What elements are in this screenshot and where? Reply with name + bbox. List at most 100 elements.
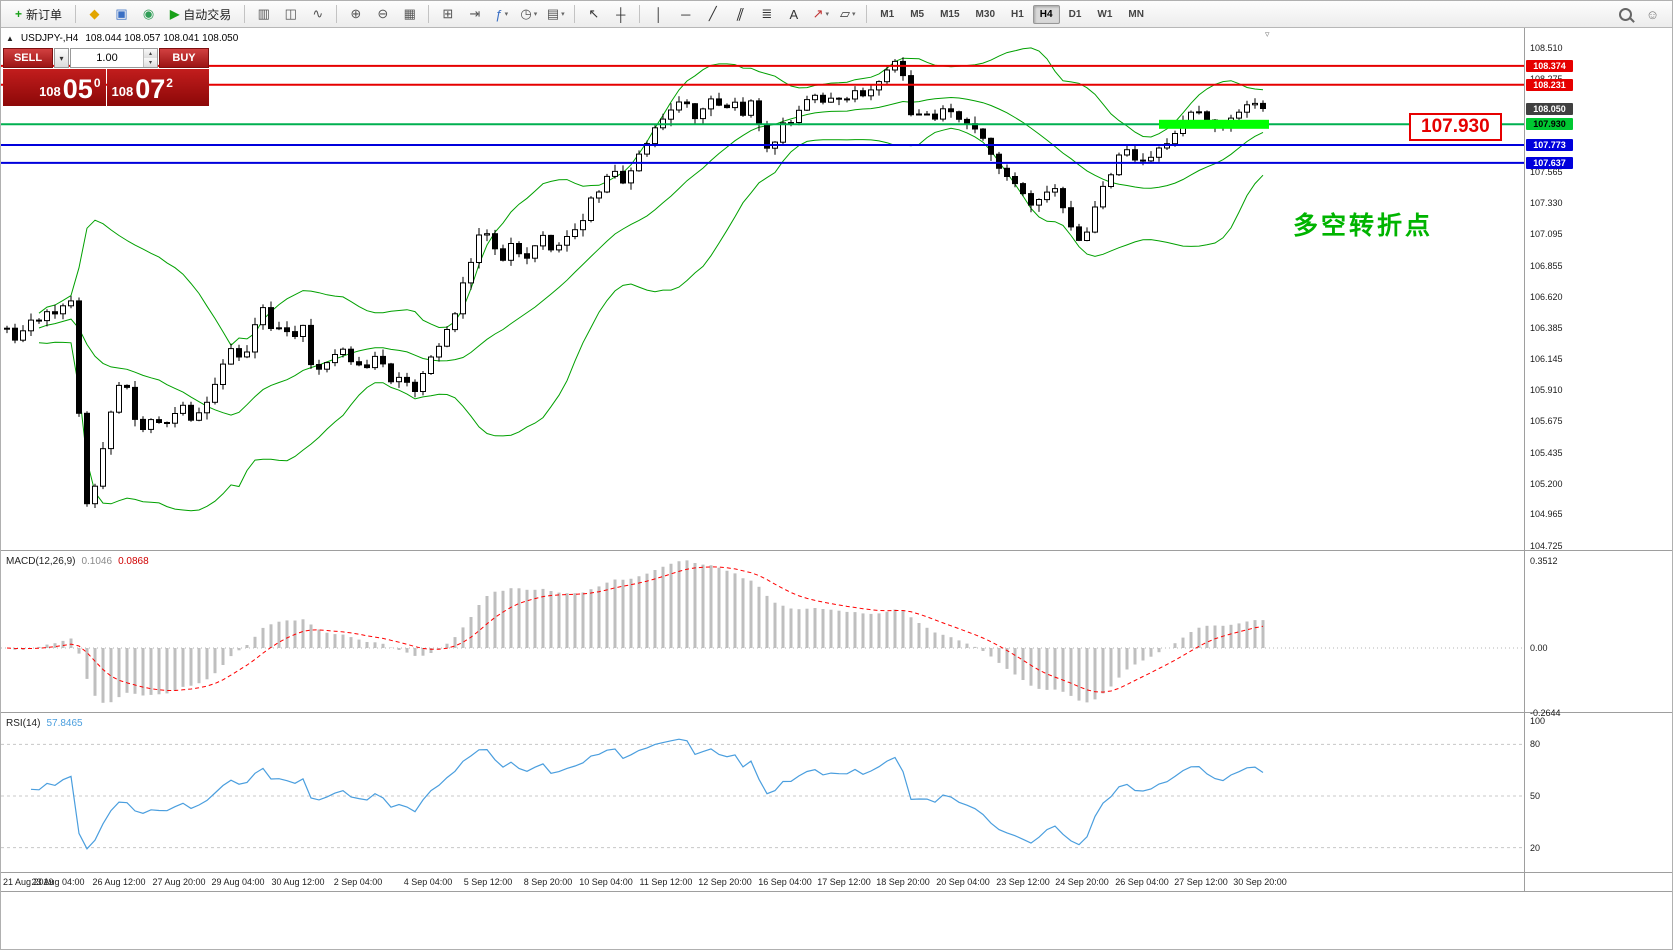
volume-up-button[interactable]: ▴: [144, 49, 157, 58]
rsi-value: 57.8465: [46, 718, 83, 729]
chevron-down-icon: ▾: [504, 11, 509, 18]
time-axis-label: 5 Sep 12:00: [463, 877, 513, 887]
time-axis-label: 30 Aug 12:00: [271, 877, 325, 887]
time-axis-label: 26 Sep 04:00: [1115, 877, 1169, 887]
arrows-button[interactable]: ↗ ▾: [808, 3, 833, 26]
zoom-out-icon: ⊖: [377, 6, 389, 21]
zoom-in-button[interactable]: ⊕: [343, 3, 368, 26]
panel-separator[interactable]: [1, 550, 1672, 551]
cursor-button[interactable]: ↖: [581, 3, 606, 26]
collapse-panel-icon[interactable]: ▲: [6, 34, 14, 43]
zoom-out-button[interactable]: ⊖: [370, 3, 395, 26]
search-button[interactable]: [1613, 3, 1638, 26]
text-button[interactable]: A: [781, 3, 806, 26]
time-axis-label: 30 Sep 20:00: [1233, 877, 1287, 887]
chevron-down-icon: ▾: [148, 59, 152, 66]
chevron-up-icon: ▴: [148, 50, 152, 57]
rsi-axis-label: 100: [1530, 716, 1546, 726]
time-axis-label: 23 Aug 04:00: [31, 877, 85, 887]
time-axis-label: 24 Sep 20:00: [1055, 877, 1109, 887]
time-axis-label: 8 Sep 20:00: [523, 877, 573, 887]
macd-main-value: 0.1046: [81, 556, 113, 567]
timeframe-toolbar: M1 M5 M15 M30 H1 H4 D1 W1 MN: [872, 4, 1152, 24]
panel-separator[interactable]: [1, 872, 1672, 873]
bar-chart-icon: ▥: [257, 6, 270, 21]
channel-button[interactable]: ∥: [727, 3, 752, 26]
chart-bottom-edge: [1, 891, 1672, 892]
rsi-panel[interactable]: [1, 714, 1524, 872]
vertical-line-button[interactable]: │: [646, 3, 671, 26]
price-axis-label: 104.965: [1530, 509, 1563, 519]
time-axis-label: 16 Sep 04:00: [758, 877, 812, 887]
timeframe-m1[interactable]: M1: [880, 8, 895, 20]
time-axis-label: 27 Sep 12:00: [1174, 877, 1228, 887]
templates-button[interactable]: ▤ ▾: [543, 3, 568, 26]
symbol-info-bar: ▲ USDJPY-,H4 108.044 108.057 108.041 108…: [6, 33, 238, 44]
timeframe-mn[interactable]: MN: [1128, 8, 1144, 20]
autotrading-button[interactable]: ▶ 自动交易: [163, 3, 238, 26]
terminal-icon: ◉: [142, 6, 155, 21]
timeframe-w1[interactable]: W1: [1097, 8, 1113, 20]
time-axis[interactable]: 21 Aug 2019 23 Aug 04:00 26 Aug 12:00 27 Au…: [1, 873, 1524, 891]
price-axis-label: 106.620: [1530, 292, 1563, 302]
shapes-button[interactable]: ▱ ▾: [835, 3, 860, 26]
zoom-in-icon: ⊕: [350, 6, 362, 21]
timeframe-m30[interactable]: M30: [975, 8, 995, 20]
crosshair-button[interactable]: ┼: [608, 3, 633, 26]
trendline-button[interactable]: ╱: [700, 3, 725, 26]
buy-price-display[interactable]: 108 07 2: [106, 69, 209, 106]
bar-chart-button[interactable]: ▥: [251, 3, 276, 26]
price-axis-label: 107.095: [1530, 229, 1563, 239]
volume-input[interactable]: [71, 49, 143, 67]
channel-icon: ∥: [734, 6, 746, 21]
fibonacci-button[interactable]: ≣: [754, 3, 779, 26]
indicators-button[interactable]: ƒ ▾: [489, 3, 514, 26]
line-chart-icon: ∿: [312, 6, 324, 21]
navigator-button[interactable]: ▣: [109, 3, 134, 26]
feedback-button[interactable]: ☺: [1640, 3, 1665, 26]
sell-button[interactable]: SELL: [3, 48, 53, 68]
toolbar-separator: [866, 5, 868, 23]
timeframe-m15[interactable]: M15: [940, 8, 960, 20]
price-tag-107637: 107.637: [1526, 157, 1573, 169]
main-chart-canvas[interactable]: [1, 28, 1524, 550]
crosshair-icon: ┼: [616, 6, 626, 22]
order-type-dropdown[interactable]: ▾: [54, 48, 69, 68]
price-axis[interactable]: 108.510108.275107.565107.330107.095106.8…: [1524, 28, 1672, 891]
price-label-box[interactable]: 107.930: [1409, 113, 1502, 141]
timeframe-h1[interactable]: H1: [1011, 8, 1024, 20]
time-axis-label: 20 Sep 04:00: [936, 877, 990, 887]
sell-price-display[interactable]: 108 05 0: [3, 69, 106, 106]
chart-shift-marker[interactable]: ▿: [1265, 29, 1270, 39]
panel-separator[interactable]: [1, 712, 1672, 713]
chart-shift-button[interactable]: ⇥: [462, 3, 487, 26]
price-axis-label: 106.385: [1530, 323, 1563, 333]
tile-windows-button[interactable]: ▦: [397, 3, 422, 26]
time-axis-label: 11 Sep 12:00: [639, 877, 693, 887]
line-chart-button[interactable]: ∿: [305, 3, 330, 26]
candlestick-chart-button[interactable]: ◫: [278, 3, 303, 26]
price-axis-label: 105.675: [1530, 416, 1563, 426]
macd-panel[interactable]: [1, 552, 1524, 712]
new-order-button[interactable]: + 新订单: [8, 3, 69, 26]
timeframe-d1[interactable]: D1: [1068, 8, 1082, 20]
sell-price-prefix: 108: [39, 84, 61, 99]
timeframe-m5[interactable]: M5: [910, 8, 925, 20]
buy-button[interactable]: BUY: [159, 48, 209, 68]
market-watch-button[interactable]: ◆: [82, 3, 107, 26]
main-toolbar: + 新订单 ◆ ▣ ◉ ▶ 自动交易 ▥ ◫ ∿ ⊕ ⊖ ▦ ⊞ ⇥ ƒ ▾ ◷ ▾ ▤ ▾ ↖ ┼ │ ─ ╱ ∥ ≣ A ↗ ▾ ▱ ▾ M…: [1, 1, 1672, 28]
horizontal-line-button[interactable]: ─: [673, 3, 698, 26]
rsi-name: RSI(14): [6, 718, 41, 729]
auto-arrange-button[interactable]: ⊞: [435, 3, 460, 26]
timeframe-h4[interactable]: H4: [1032, 4, 1060, 24]
shapes-icon: ▱: [840, 6, 851, 21]
time-axis-label: 10 Sep 04:00: [579, 877, 633, 887]
volume-down-button[interactable]: ▾: [144, 58, 157, 67]
horizontal-line-icon: ─: [681, 6, 691, 22]
terminal-button[interactable]: ◉: [136, 3, 161, 26]
indicators-icon: ƒ: [495, 6, 503, 22]
annotation-text[interactable]: 多空转折点: [1293, 212, 1434, 240]
chart-window[interactable]: 108.510108.275107.565107.330107.095106.8…: [1, 28, 1672, 949]
periods-button[interactable]: ◷ ▾: [516, 3, 541, 26]
toolbar-separator: [75, 5, 77, 23]
